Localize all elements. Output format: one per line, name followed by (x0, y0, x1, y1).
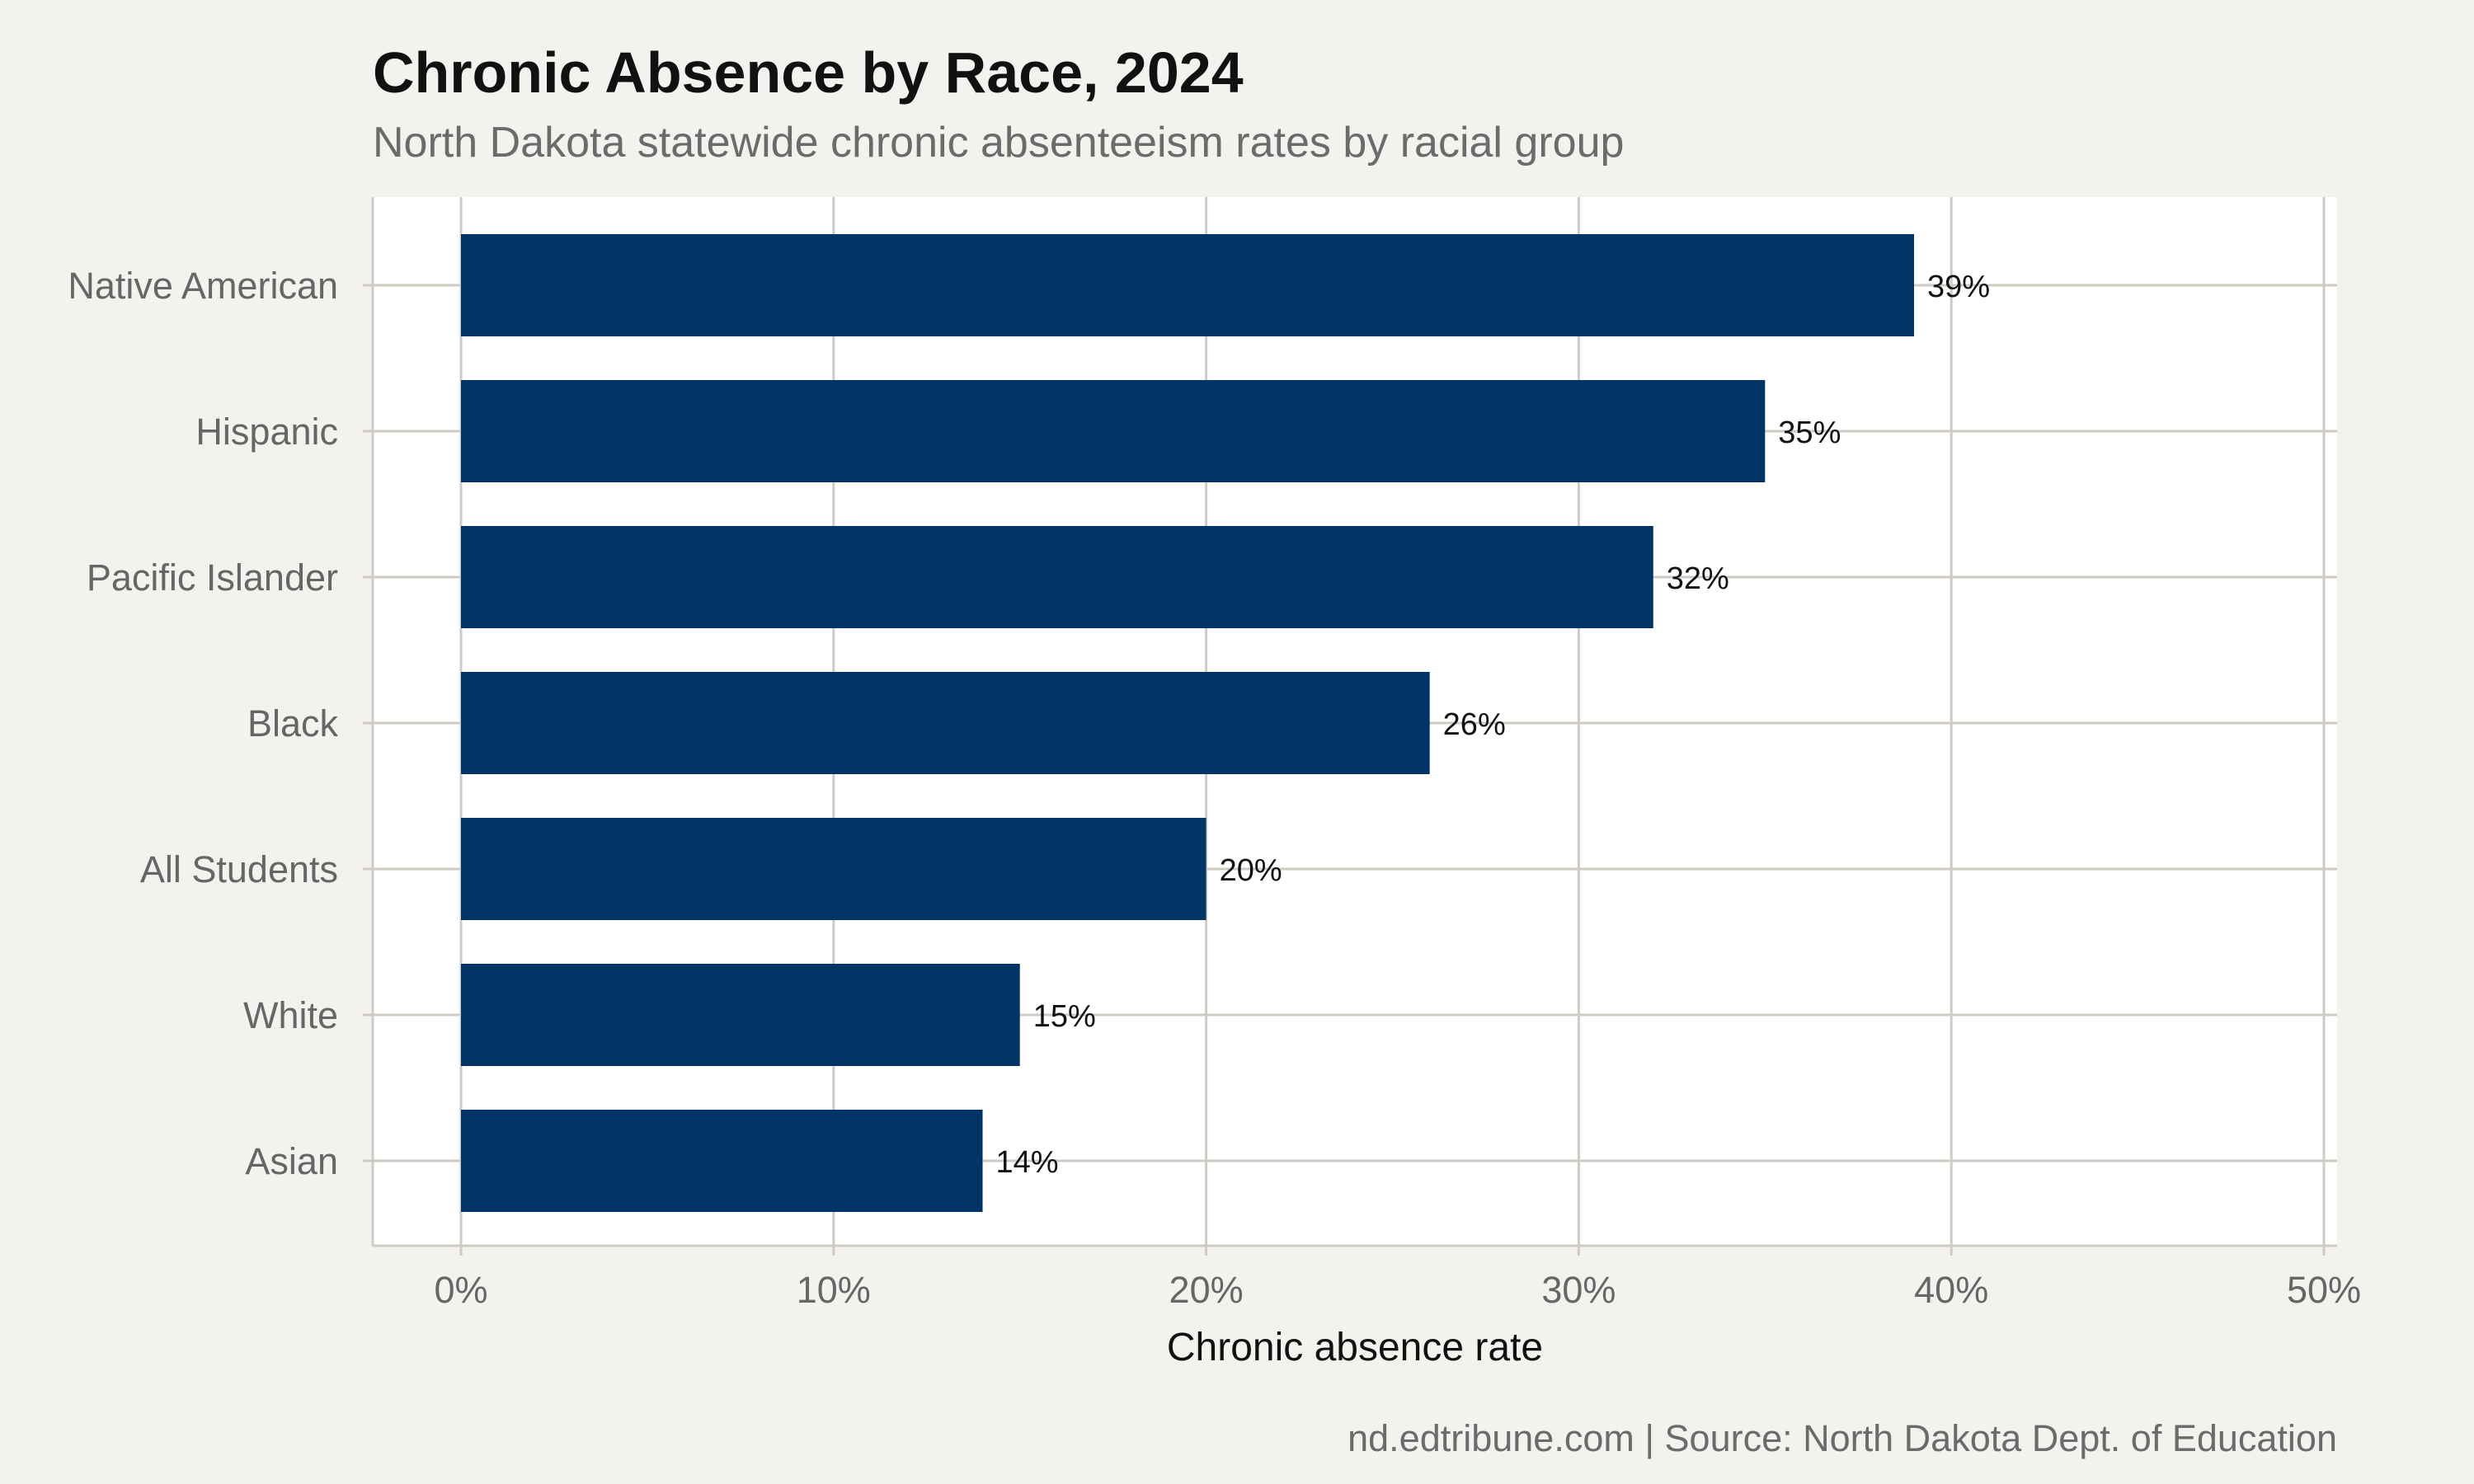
bar (461, 234, 1915, 336)
chart-subtitle: North Dakota statewide chronic absenteei… (373, 119, 1624, 167)
category-label: Black (247, 702, 339, 744)
bar-value-label: 15% (1033, 999, 1096, 1034)
bar-value-label: 14% (996, 1145, 1059, 1180)
bar (461, 964, 1020, 1066)
bar (461, 526, 1653, 628)
category-label: White (243, 994, 338, 1036)
x-tick-label: 30% (1541, 1269, 1616, 1311)
category-labels: Native American Hispanic Pacific Islander B… (68, 265, 373, 1182)
x-tick-label: 0% (434, 1269, 487, 1311)
bar (461, 1110, 983, 1212)
category-label: Pacific Islander (87, 556, 338, 599)
x-axis-ticks: 0% 10% 20% 30% 40% 50% (434, 1246, 2361, 1311)
bar-value-label: 20% (1220, 853, 1282, 888)
category-label: Asian (245, 1140, 338, 1182)
x-tick-label: 10% (797, 1269, 871, 1311)
bar-value-label: 32% (1667, 561, 1729, 596)
bar-value-label: 26% (1443, 707, 1506, 742)
x-axis-title: Chronic absence rate (1167, 1326, 1543, 1369)
x-tick-label: 50% (2287, 1269, 2361, 1311)
bar-value-label: 35% (1778, 416, 1841, 450)
source-caption: nd.edtribune.com | Source: North Dakota … (1348, 1417, 2337, 1459)
category-label: Native American (68, 265, 338, 307)
bar (461, 380, 1766, 482)
bar (461, 818, 1206, 920)
chart-title: Chronic Absence by Race, 2024 (373, 40, 1244, 105)
x-tick-label: 40% (1914, 1269, 1988, 1311)
bars: 39% 35% 32% 26% 20% 15% 14% (461, 234, 1990, 1212)
x-tick-label: 20% (1169, 1269, 1244, 1311)
bar (461, 672, 1430, 774)
category-label: All Students (140, 848, 338, 890)
bar-value-label: 39% (1927, 270, 1990, 304)
category-label: Hispanic (195, 411, 338, 453)
